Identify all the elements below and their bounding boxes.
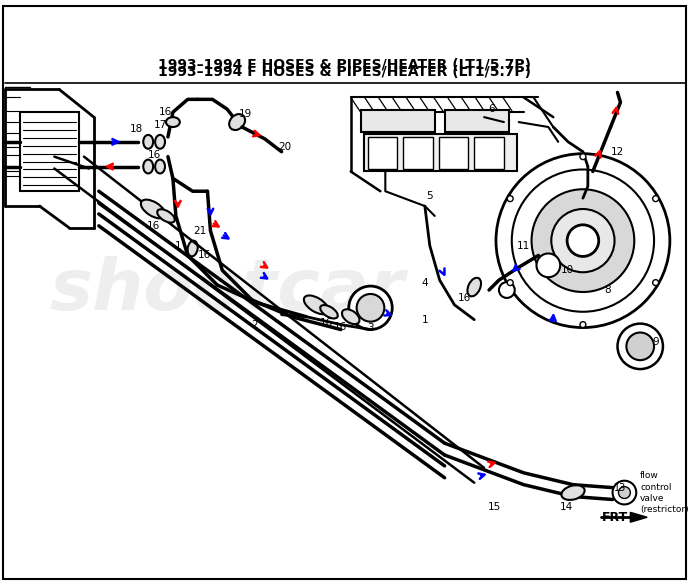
Polygon shape — [630, 512, 647, 522]
Text: 15: 15 — [487, 503, 500, 512]
Bar — [361, 110, 435, 132]
Ellipse shape — [141, 199, 165, 218]
Text: flow
control
valve
(restrictor): flow control valve (restrictor) — [640, 472, 689, 514]
Ellipse shape — [320, 305, 338, 318]
Bar — [445, 110, 509, 132]
Text: 12: 12 — [611, 147, 624, 157]
Text: 17: 17 — [154, 120, 167, 130]
Ellipse shape — [229, 114, 245, 130]
Text: 20: 20 — [278, 142, 291, 152]
Text: 8: 8 — [604, 285, 611, 295]
Bar — [368, 137, 397, 168]
Text: FRT: FRT — [602, 511, 628, 524]
Text: 3: 3 — [367, 322, 374, 333]
Circle shape — [567, 225, 599, 256]
Circle shape — [507, 195, 513, 202]
Text: 14: 14 — [560, 503, 573, 512]
Ellipse shape — [155, 160, 165, 173]
Bar — [474, 137, 504, 168]
Text: 18: 18 — [130, 124, 143, 134]
Ellipse shape — [468, 278, 481, 297]
Circle shape — [499, 282, 514, 298]
Circle shape — [653, 195, 659, 202]
Circle shape — [551, 209, 614, 272]
Ellipse shape — [166, 117, 180, 127]
Text: 16: 16 — [147, 150, 161, 160]
Circle shape — [618, 487, 630, 498]
Ellipse shape — [155, 135, 165, 149]
Ellipse shape — [561, 485, 585, 500]
Circle shape — [532, 190, 634, 292]
Text: 16: 16 — [458, 293, 471, 303]
Text: 9: 9 — [652, 338, 659, 347]
Ellipse shape — [342, 309, 359, 324]
Text: 16: 16 — [158, 107, 172, 117]
Text: 1993–1994 F HOSES & PIPES/HEATER (LT1/5.7P): 1993–1994 F HOSES & PIPES/HEATER (LT1/5.… — [158, 58, 531, 72]
Circle shape — [496, 154, 670, 328]
Text: 16: 16 — [198, 250, 211, 260]
Circle shape — [512, 170, 654, 312]
Circle shape — [613, 481, 637, 504]
Text: 1: 1 — [174, 240, 181, 250]
Bar — [438, 137, 468, 168]
Circle shape — [626, 332, 654, 360]
Text: 13: 13 — [614, 483, 627, 493]
Circle shape — [349, 286, 392, 329]
Ellipse shape — [304, 295, 329, 314]
Circle shape — [653, 280, 659, 285]
Text: 16: 16 — [147, 221, 160, 231]
Text: 6: 6 — [489, 104, 496, 114]
Ellipse shape — [157, 209, 174, 223]
Text: 11: 11 — [517, 240, 530, 250]
Ellipse shape — [143, 160, 153, 173]
Text: 21: 21 — [193, 226, 206, 236]
Bar — [20, 112, 79, 191]
Text: 16: 16 — [334, 322, 348, 332]
Circle shape — [357, 294, 385, 322]
Text: shootcar: shootcar — [50, 256, 405, 325]
Text: 19: 19 — [239, 109, 252, 119]
Circle shape — [580, 322, 586, 328]
Ellipse shape — [188, 240, 198, 256]
Text: 5: 5 — [426, 191, 433, 201]
Circle shape — [618, 324, 663, 369]
Text: 1993–1994 F HOSES & PIPES/HEATER (LT1/5.7P): 1993–1994 F HOSES & PIPES/HEATER (LT1/5.… — [158, 65, 531, 79]
Ellipse shape — [143, 135, 153, 149]
Circle shape — [580, 154, 586, 160]
Bar — [403, 137, 433, 168]
Text: 2: 2 — [251, 319, 258, 329]
Circle shape — [507, 280, 513, 285]
Text: 16: 16 — [320, 318, 333, 328]
Text: 1: 1 — [422, 315, 428, 325]
Bar — [364, 134, 517, 171]
Text: 10: 10 — [561, 265, 574, 276]
Text: 4: 4 — [422, 278, 428, 288]
Circle shape — [537, 253, 560, 277]
